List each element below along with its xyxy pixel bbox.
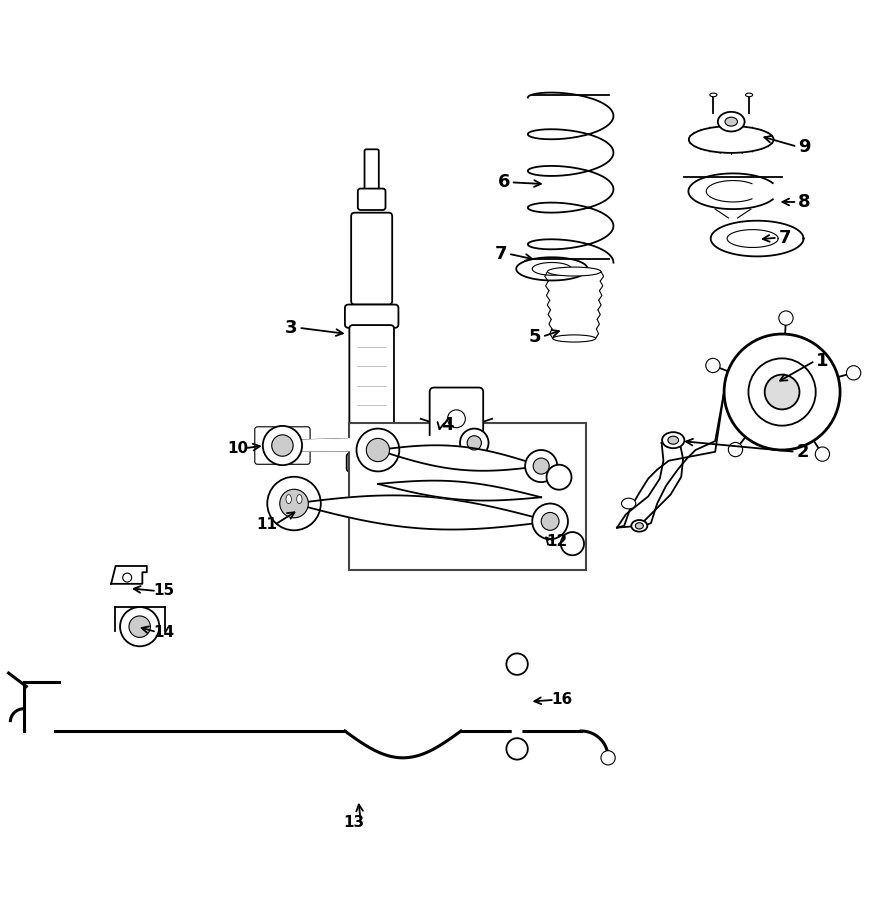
FancyBboxPatch shape bbox=[429, 388, 483, 450]
FancyBboxPatch shape bbox=[344, 304, 398, 328]
Circle shape bbox=[272, 435, 293, 456]
FancyBboxPatch shape bbox=[364, 149, 378, 193]
Text: 13: 13 bbox=[343, 815, 364, 831]
FancyBboxPatch shape bbox=[358, 189, 385, 210]
Text: 16: 16 bbox=[551, 692, 571, 707]
Polygon shape bbox=[377, 446, 541, 471]
Ellipse shape bbox=[709, 93, 716, 96]
Ellipse shape bbox=[717, 112, 744, 131]
Circle shape bbox=[747, 358, 814, 426]
Circle shape bbox=[723, 334, 839, 450]
FancyBboxPatch shape bbox=[350, 212, 392, 304]
Text: 5: 5 bbox=[528, 328, 541, 346]
Ellipse shape bbox=[745, 93, 752, 96]
Polygon shape bbox=[510, 673, 523, 740]
Polygon shape bbox=[302, 436, 460, 451]
Ellipse shape bbox=[814, 447, 829, 462]
Text: 6: 6 bbox=[497, 174, 510, 192]
FancyBboxPatch shape bbox=[346, 454, 396, 472]
Text: 3: 3 bbox=[285, 319, 298, 337]
Circle shape bbox=[267, 477, 320, 530]
Circle shape bbox=[122, 573, 131, 582]
Circle shape bbox=[120, 607, 159, 646]
Circle shape bbox=[366, 438, 389, 462]
Ellipse shape bbox=[778, 310, 792, 325]
Circle shape bbox=[467, 436, 481, 450]
Text: 10: 10 bbox=[227, 441, 249, 455]
Circle shape bbox=[525, 450, 557, 482]
Text: 7: 7 bbox=[494, 245, 507, 263]
Ellipse shape bbox=[635, 523, 643, 529]
Polygon shape bbox=[294, 495, 550, 529]
Ellipse shape bbox=[630, 520, 646, 532]
Circle shape bbox=[447, 410, 465, 427]
Ellipse shape bbox=[286, 495, 291, 503]
Circle shape bbox=[532, 503, 568, 539]
Text: 7: 7 bbox=[778, 229, 790, 247]
Text: 14: 14 bbox=[153, 625, 174, 640]
Ellipse shape bbox=[620, 499, 635, 508]
Ellipse shape bbox=[724, 117, 737, 126]
Circle shape bbox=[280, 490, 308, 518]
Text: 8: 8 bbox=[797, 193, 810, 211]
Circle shape bbox=[541, 512, 559, 530]
Ellipse shape bbox=[688, 126, 772, 153]
Ellipse shape bbox=[552, 335, 595, 342]
FancyBboxPatch shape bbox=[350, 465, 392, 521]
Circle shape bbox=[263, 426, 302, 465]
Polygon shape bbox=[111, 566, 147, 584]
Ellipse shape bbox=[728, 443, 742, 456]
Ellipse shape bbox=[705, 358, 720, 373]
Circle shape bbox=[600, 751, 614, 765]
Ellipse shape bbox=[667, 436, 678, 445]
Circle shape bbox=[561, 532, 584, 555]
FancyBboxPatch shape bbox=[349, 423, 586, 571]
Text: 4: 4 bbox=[441, 416, 453, 434]
Circle shape bbox=[356, 428, 399, 472]
Circle shape bbox=[763, 374, 798, 410]
Circle shape bbox=[506, 653, 527, 675]
Text: 11: 11 bbox=[257, 518, 277, 533]
Ellipse shape bbox=[846, 365, 860, 380]
Circle shape bbox=[460, 428, 488, 457]
Text: 12: 12 bbox=[546, 535, 567, 549]
Circle shape bbox=[533, 458, 549, 474]
Circle shape bbox=[129, 616, 150, 637]
Circle shape bbox=[546, 464, 571, 490]
Text: 15: 15 bbox=[153, 583, 174, 599]
Ellipse shape bbox=[297, 495, 302, 503]
Polygon shape bbox=[377, 481, 541, 500]
FancyBboxPatch shape bbox=[349, 325, 393, 457]
Circle shape bbox=[506, 738, 527, 760]
Text: 2: 2 bbox=[796, 443, 808, 461]
Ellipse shape bbox=[547, 267, 600, 276]
Text: 1: 1 bbox=[815, 352, 828, 370]
Ellipse shape bbox=[662, 432, 684, 448]
Text: 9: 9 bbox=[797, 138, 810, 156]
